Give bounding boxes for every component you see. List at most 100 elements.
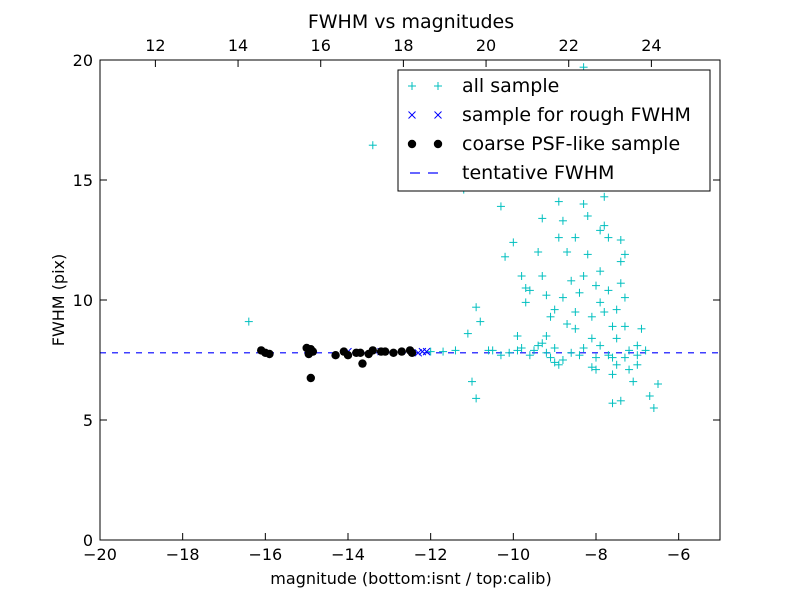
data-point-plus-69 — [616, 257, 625, 266]
top-x-tick-label: 14 — [228, 36, 248, 55]
data-point-plus-57 — [600, 192, 609, 201]
legend-label: coarse PSF-like sample — [462, 133, 680, 155]
data-point-plus-67 — [612, 305, 621, 314]
legend-label: sample for rough FWHM — [462, 104, 691, 126]
data-point-plus-38 — [567, 276, 576, 285]
data-point-plus-63 — [608, 353, 617, 362]
data-point-plus-54 — [596, 298, 605, 307]
data-point-plus-47 — [583, 250, 592, 259]
data-point-plus-101 — [575, 351, 584, 360]
legend-marker-x-b — [434, 111, 442, 119]
y-tick-label: 20 — [73, 51, 93, 70]
data-point-plus-53 — [596, 341, 605, 350]
data-point-plus-6 — [468, 377, 476, 386]
legend-entry: tentative FWHM — [410, 162, 614, 184]
data-point-plus-42 — [575, 288, 584, 297]
data-point-plus-48 — [587, 312, 596, 321]
legend-marker-dot-b — [433, 139, 443, 149]
data-point-plus-12 — [517, 272, 526, 280]
data-point-dot-19 — [397, 347, 406, 356]
data-point-dot-18 — [389, 348, 398, 357]
data-point-plus-0 — [244, 317, 253, 326]
data-point-dot-13 — [358, 359, 367, 368]
data-point-plus-106 — [558, 293, 567, 302]
legend-label: tentative FWHM — [462, 162, 614, 184]
y-tick-label: 15 — [73, 171, 93, 190]
data-point-plus-35 — [554, 233, 563, 242]
data-point-dot-12 — [356, 348, 365, 357]
data-point-plus-68 — [616, 279, 625, 288]
legend-marker-x-a-b — [408, 111, 416, 119]
data-point-plus-52 — [592, 353, 600, 362]
data-point-plus-71 — [620, 250, 629, 259]
x-tick-label: −12 — [414, 545, 448, 564]
data-point-plus-82 — [649, 404, 658, 412]
data-point-plus-104 — [620, 353, 629, 362]
series-dot — [257, 343, 417, 383]
top-x-tick-label: 16 — [311, 36, 331, 55]
x-axis-label: magnitude (bottom:isnt / top:calib) — [270, 569, 551, 588]
data-point-plus-95 — [513, 346, 522, 355]
data-point-dot-17 — [381, 347, 390, 356]
data-point-plus-79 — [637, 324, 646, 333]
data-point-plus-85 — [616, 396, 625, 405]
data-point-plus-43 — [579, 272, 588, 280]
data-point-plus-74 — [625, 346, 634, 355]
data-point-plus-5 — [463, 329, 472, 338]
data-point-plus-70 — [616, 236, 625, 244]
data-point-plus-28 — [534, 248, 543, 256]
data-point-plus-62 — [608, 322, 617, 331]
x-tick-label: −18 — [166, 545, 200, 564]
top-x-tick-label: 20 — [476, 36, 496, 55]
data-point-plus-19 — [530, 346, 538, 355]
data-point-plus-97 — [451, 346, 460, 355]
data-point-plus-55 — [596, 267, 605, 276]
x-tick-label: −6 — [667, 545, 691, 564]
data-point-plus-84 — [608, 399, 617, 408]
data-point-plus-27 — [542, 332, 551, 340]
data-point-plus-40 — [571, 308, 580, 316]
data-point-plus-7 — [472, 394, 481, 403]
data-point-plus-26 — [558, 356, 567, 364]
data-point-plus-34 — [554, 197, 563, 206]
data-point-plus-64 — [608, 370, 617, 379]
data-point-dot-2 — [265, 349, 274, 359]
data-point-plus-46 — [583, 212, 592, 220]
data-point-plus-29 — [538, 272, 547, 280]
y-tick-label: 0 — [83, 531, 93, 550]
data-point-plus-24 — [550, 358, 559, 367]
legend-marker-x-b-b — [434, 111, 442, 119]
data-point-plus-36 — [558, 216, 567, 225]
data-point-plus-73 — [620, 322, 629, 331]
data-point-x-2-b — [414, 348, 423, 357]
data-point-plus-108 — [563, 320, 572, 328]
data-point-dot-6 — [308, 347, 318, 356]
data-point-plus-60 — [604, 233, 613, 242]
data-point-plus-44 — [579, 200, 588, 208]
data-point-plus-100 — [567, 348, 576, 357]
data-point-plus-110 — [592, 281, 600, 290]
legend-entry: sample for rough FWHM — [408, 104, 691, 126]
data-point-plus-111 — [600, 308, 609, 316]
data-point-plus-76 — [629, 377, 638, 386]
legend-marker-x-a — [408, 111, 416, 119]
data-point-plus-21 — [538, 339, 547, 348]
data-point-plus-103 — [604, 351, 613, 360]
data-point-plus-22 — [542, 348, 551, 357]
data-point-plus-80 — [641, 346, 650, 355]
data-point-plus-81 — [645, 392, 654, 400]
legend-box — [397, 69, 711, 192]
legend-entry: all sample — [408, 75, 559, 97]
x-tick-label: −16 — [248, 545, 282, 564]
legend-marker-dot-a — [407, 139, 417, 149]
data-point-dot-10 — [343, 351, 353, 360]
data-point-plus-32 — [546, 312, 555, 321]
data-point-plus-72 — [620, 293, 629, 302]
x-tick-label: −14 — [331, 545, 365, 564]
data-point-plus-11 — [509, 238, 518, 247]
data-point-plus-13 — [521, 284, 530, 292]
data-point-plus-77 — [633, 360, 642, 369]
data-point-plus-56 — [600, 221, 609, 230]
data-point-dot-8 — [331, 351, 340, 360]
